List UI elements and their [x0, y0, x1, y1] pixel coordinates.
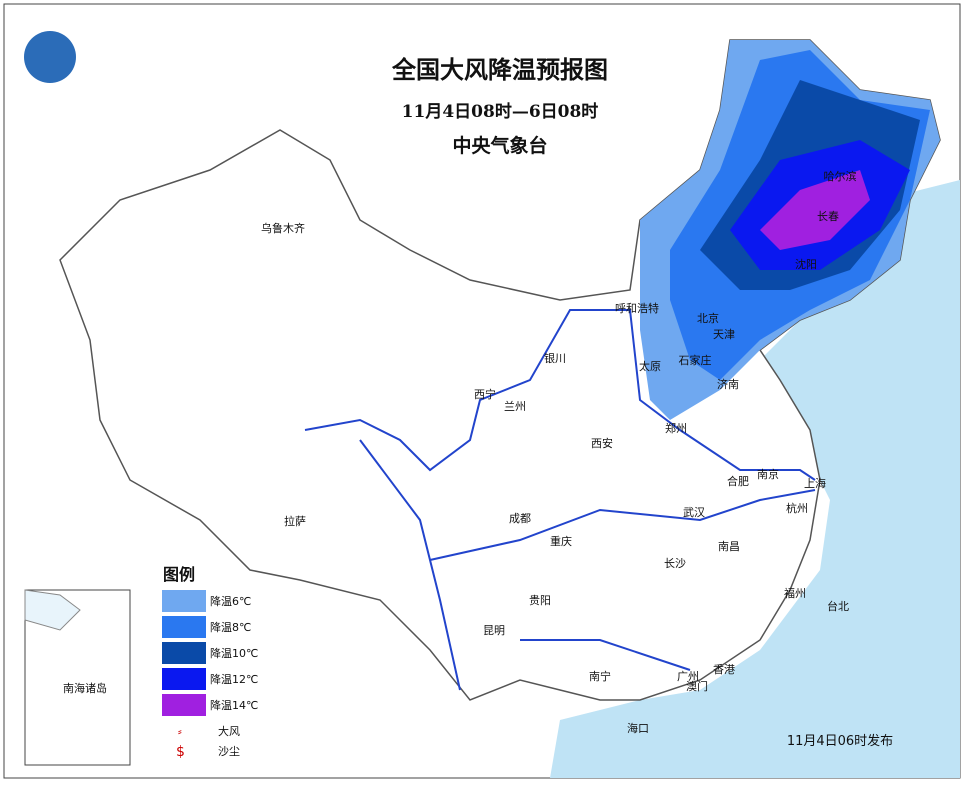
- city-label: 成都: [509, 512, 531, 525]
- legend-swatch: [162, 694, 206, 716]
- legend-label: 降温6℃: [210, 594, 251, 608]
- city-label: 长沙: [664, 557, 686, 570]
- city-label: 沈阳: [795, 257, 817, 271]
- river: [304, 309, 816, 481]
- legend-wind: 大风: [218, 724, 240, 738]
- city-label: 乌鲁木齐: [261, 221, 305, 235]
- city-label: 海口: [627, 721, 649, 735]
- legend-label: 降温12℃: [210, 672, 258, 686]
- city-label: 郑州: [665, 421, 687, 435]
- city-label: 上海: [804, 476, 826, 490]
- city-label: 福州: [784, 586, 806, 600]
- logo: [24, 31, 76, 83]
- legend-label: 降温14℃: [210, 698, 258, 712]
- city-label: 广州: [677, 670, 699, 683]
- city-label: 石家庄: [679, 353, 712, 367]
- legend-swatch: [162, 668, 206, 690]
- sea: [550, 180, 960, 778]
- legend-title: 图例: [163, 565, 195, 584]
- city-label: 武汉: [683, 506, 705, 519]
- city-label: 台北: [827, 599, 849, 613]
- city-label: 济南: [717, 377, 739, 391]
- city-label: 杭州: [786, 501, 808, 515]
- period: 11月4日08时—6日08时: [402, 102, 599, 122]
- inset-land: [24, 589, 81, 631]
- legend-label: 降温8℃: [210, 620, 251, 634]
- agency: 中央气象台: [452, 134, 547, 157]
- cooling-14: [760, 170, 870, 250]
- wind-icon: ⸗: [178, 725, 182, 738]
- city-label: 澳门: [686, 679, 708, 693]
- city-label: 香港: [713, 663, 735, 676]
- city-label: 呼和浩特: [615, 301, 659, 315]
- city-label: 太原: [639, 360, 661, 373]
- legend-swatch: [162, 590, 206, 612]
- title: 全国大风降温预报图: [391, 55, 608, 84]
- city-label: 银川: [544, 351, 566, 365]
- legend-dust: 沙尘: [218, 745, 240, 758]
- city-label: 西安: [591, 436, 613, 450]
- legend-swatch: [162, 642, 206, 664]
- city-label: 哈尔滨: [824, 169, 857, 183]
- city-label: 北京: [697, 311, 719, 325]
- city-label: 南昌: [718, 540, 740, 553]
- issued: 11月4日06时发布: [787, 733, 893, 749]
- city-label: 合肥: [727, 474, 749, 488]
- city-label: 南京: [757, 467, 779, 481]
- city-label: 贵阳: [529, 594, 551, 607]
- legend-label: 降温10℃: [210, 646, 258, 660]
- city-label: 南宁: [589, 669, 611, 683]
- city-label: 兰州: [504, 400, 526, 413]
- river: [359, 439, 816, 691]
- dust-icon: $: [176, 744, 185, 760]
- city-label: 天津: [713, 328, 735, 341]
- city-label: 昆明: [483, 624, 505, 637]
- city-label: 长春: [817, 210, 839, 223]
- city-label: 重庆: [550, 534, 572, 548]
- legend-swatch: [162, 616, 206, 638]
- city-label: 拉萨: [284, 514, 306, 528]
- city-label: 西宁: [474, 387, 496, 401]
- inset-label: 南海诸岛: [63, 681, 107, 695]
